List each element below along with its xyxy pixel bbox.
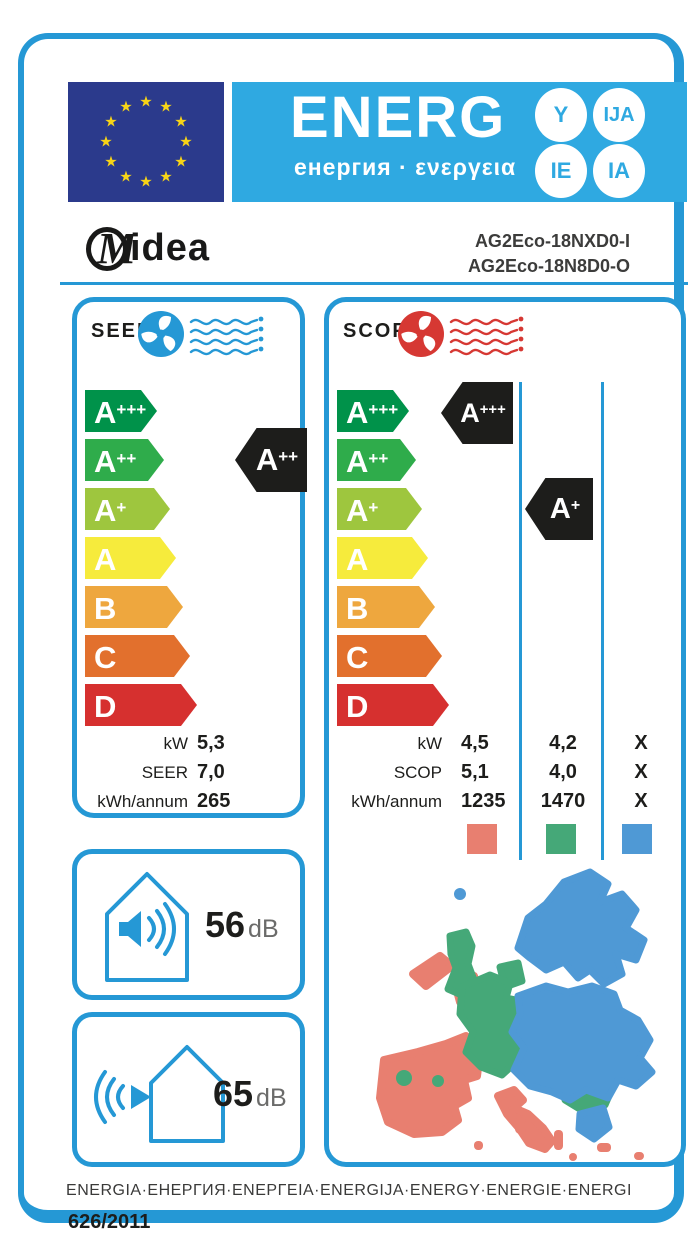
- eu-flag: ★ ★ ★ ★ ★ ★ ★ ★ ★ ★ ★ ★: [68, 82, 224, 202]
- header-divider: [60, 282, 688, 285]
- eu-star: ★: [119, 98, 133, 116]
- cold-zone-swatch: [622, 824, 652, 854]
- scop-capacity-row: kW 4,5 4,2 X: [337, 732, 679, 759]
- seer-efficiency-value: 7,0: [197, 761, 225, 783]
- scop-class-indicator-average: A+: [525, 478, 593, 540]
- eu-star: ★: [159, 168, 173, 186]
- scop-efficiency-cold: X: [634, 761, 648, 783]
- eu-star: ★: [139, 93, 153, 111]
- europe-climate-map: [376, 868, 656, 1161]
- rating-arrow-a-plus2: A++: [337, 439, 416, 481]
- scop-efficiency-label: SCOP: [393, 763, 442, 782]
- language-badge-ie: IE: [535, 144, 587, 198]
- eu-star: ★: [139, 173, 153, 191]
- language-badge-ia: IA: [593, 144, 645, 198]
- warm-zone-swatch: [467, 824, 497, 854]
- scop-capacity-label: kW: [417, 734, 442, 753]
- energ-title: ENERG: [290, 85, 507, 150]
- seer-capacity-value: 5,3: [197, 732, 225, 754]
- rating-arrow-c: C: [85, 635, 190, 677]
- rating-arrow-a-plus2: A++: [85, 439, 164, 481]
- language-badge-y: Y: [535, 88, 587, 142]
- midea-logo-ring-icon: [86, 227, 128, 271]
- energ-banner: ENERG енергия · ενεργεια Y IJA IE IA: [232, 82, 687, 202]
- seer-capacity-row: kW 5,3: [85, 732, 297, 759]
- eu-star: ★: [174, 153, 188, 171]
- zone-divider-2: [601, 382, 604, 860]
- rating-arrow-a-plus3: A+++: [337, 390, 409, 432]
- label-frame: ★ ★ ★ ★ ★ ★ ★ ★ ★ ★ ★ ★ ENERG енергия · …: [18, 33, 688, 1233]
- model-indoor-unit: AG2Eco-18NXD0-I: [474, 231, 630, 251]
- model-numbers: AG2Eco-18NXD0-I AG2Eco-18N8D0-O: [468, 229, 630, 279]
- scop-class-indicator-warm: A+++: [441, 382, 513, 444]
- rating-arrow-a: A: [85, 537, 176, 579]
- seer-panel: SEER: [72, 297, 307, 818]
- rating-arrow-b: B: [85, 586, 183, 628]
- language-badge-ija: IJA: [593, 88, 645, 142]
- indoor-noise-value: 56 dB: [205, 904, 279, 945]
- rating-arrow-d: D: [85, 684, 197, 726]
- scop-consumption-row: kWh/annum 1235 1470 X: [337, 790, 679, 817]
- scop-title: SCOP: [343, 320, 408, 342]
- eu-star: ★: [99, 133, 113, 151]
- scop-consumption-warm: 1235: [461, 790, 506, 812]
- scop-capacity-average: 4,2: [549, 732, 577, 754]
- eu-star: ★: [104, 153, 118, 171]
- seer-efficiency-label: SEER: [141, 763, 188, 782]
- model-outdoor-unit: AG2Eco-18N8D0-O: [467, 256, 630, 276]
- rating-arrow-a-plus1: A+: [337, 488, 422, 530]
- midea-logo-rest: idea: [130, 227, 211, 269]
- cooling-fan-icon: [138, 311, 184, 357]
- midea-logo-initial: M: [97, 224, 137, 273]
- rating-arrow-a-plus1: A+: [85, 488, 170, 530]
- eu-star: ★: [159, 98, 173, 116]
- eu-star: ★: [119, 168, 133, 186]
- scop-efficiency-average: 4,0: [549, 761, 577, 783]
- outdoor-noise-value: 65 dB: [213, 1073, 287, 1114]
- scop-consumption-cold: X: [634, 790, 648, 812]
- scop-efficiency-row: SCOP 5,1 4,0 X: [337, 761, 679, 788]
- zone-divider-1: [519, 382, 522, 860]
- heating-fan-icon: [398, 311, 444, 357]
- scop-panel: SCOP: [324, 297, 686, 1167]
- seer-consumption-label: kWh/annum: [97, 792, 188, 811]
- seer-efficiency-row: SEER 7,0: [85, 761, 297, 788]
- energy-words: ENERGIA·ЕНЕРГИЯ·ΕΝΕΡΓΕΙΑ·ENERGIJA·ENERGY…: [66, 1182, 632, 1199]
- seer-class-indicator: A++: [235, 428, 307, 492]
- scop-efficiency-warm: 5,1: [461, 761, 489, 783]
- cool-airflow-icon: [189, 316, 264, 356]
- eu-star: ★: [174, 113, 188, 131]
- outdoor-noise-box: 65 dB: [72, 1012, 305, 1167]
- seer-consumption-value: 265: [197, 790, 231, 812]
- seer-title: SEER: [91, 320, 154, 342]
- eu-star: ★: [104, 113, 118, 131]
- rating-arrow-a-plus3: A+++: [85, 390, 157, 432]
- seer-capacity-label: kW: [163, 734, 188, 753]
- scop-consumption-average: 1470: [540, 790, 586, 812]
- rating-arrow-d: D: [337, 684, 449, 726]
- rating-arrow-b: B: [337, 586, 435, 628]
- eu-star: ★: [179, 133, 193, 151]
- regulation-number: 626/2011: [68, 1211, 151, 1233]
- indoor-noise-icon: [105, 872, 189, 982]
- warm-airflow-icon: [449, 316, 524, 356]
- average-zone-swatch: [546, 824, 576, 854]
- scop-consumption-label: kWh/annum: [351, 792, 442, 811]
- seer-consumption-row: kWh/annum 265: [85, 790, 297, 817]
- indoor-noise-box: 56 dB: [72, 849, 305, 1000]
- energ-subtitle: енергия · ενεργεια: [294, 154, 517, 180]
- rating-arrow-a: A: [337, 537, 428, 579]
- scop-capacity-warm: 4,5: [461, 732, 489, 754]
- rating-arrow-c: C: [337, 635, 442, 677]
- outdoor-noise-icon: [94, 1045, 225, 1143]
- scop-capacity-cold: X: [634, 732, 648, 754]
